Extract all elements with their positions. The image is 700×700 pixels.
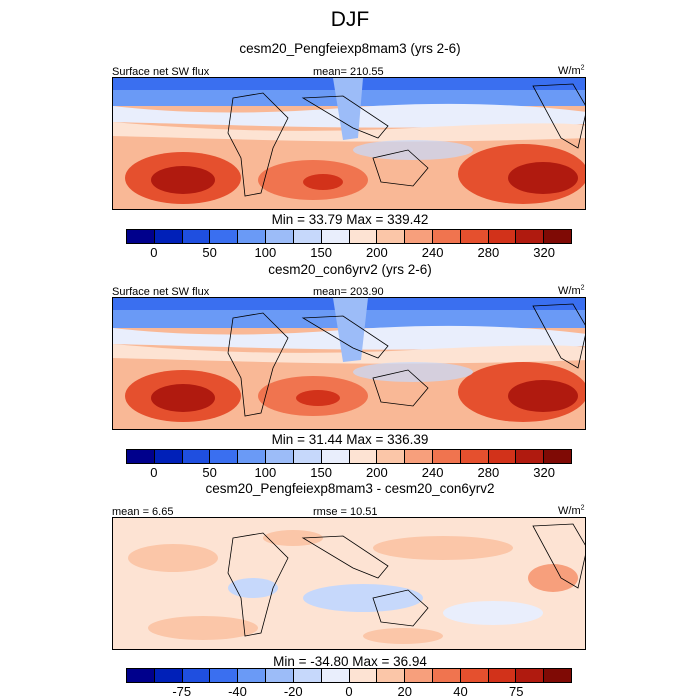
colorbar-tick-label: 0	[150, 245, 158, 260]
colorbar-tick-label: 40	[453, 684, 468, 699]
colorbar-segment	[238, 450, 267, 463]
colorbar-segment	[544, 669, 571, 682]
panel3-minmax: Min = -34.80 Max = 36.94	[273, 654, 427, 669]
panel2-variable-label: Surface net SW flux	[112, 286, 210, 298]
colorbar-segment	[266, 669, 294, 682]
colorbar-segment	[432, 230, 461, 243]
colorbar-segment	[405, 669, 433, 682]
panel2-minmax: Min = 31.44 Max = 336.39	[271, 432, 429, 447]
colorbar-segment	[488, 230, 517, 243]
colorbar-segment	[182, 669, 211, 682]
colorbar-tick-label: 240	[421, 245, 444, 260]
colorbar-segment	[182, 450, 211, 463]
colorbar-segment	[377, 669, 406, 682]
colorbar-tick-label: 240	[421, 465, 444, 480]
colorbar-segment	[488, 669, 517, 682]
colorbar-segment	[544, 450, 571, 463]
panel1-colorbar	[126, 229, 572, 244]
colorbar-tick-label: -75	[172, 684, 192, 699]
colorbar-segment	[321, 669, 350, 682]
colorbar-tick-label: 200	[366, 465, 388, 480]
colorbar-segment	[488, 450, 517, 463]
colorbar-tick-label: 50	[202, 465, 217, 480]
panel1-mean-label: mean= 210.55	[313, 66, 384, 78]
panel2-colorbar-ticks: 0 50 100 150 200 240 280 320	[126, 465, 572, 481]
colorbar-tick-label: 150	[310, 245, 332, 260]
colorbar-tick-label: -20	[283, 684, 303, 699]
colorbar-segment	[127, 230, 155, 243]
colorbar-segment	[349, 230, 378, 243]
colorbar-tick-label: 320	[533, 465, 555, 480]
panel1-map	[112, 77, 586, 210]
colorbar-tick-label: 150	[310, 465, 332, 480]
colorbar-segment	[516, 669, 545, 682]
colorbar-segment	[293, 450, 322, 463]
colorbar-segment	[321, 450, 350, 463]
colorbar-tick-label: 100	[254, 245, 277, 260]
colorbar-tick-label: 200	[366, 245, 388, 260]
colorbar-segment	[210, 669, 239, 682]
colorbar-tick-label: 320	[533, 245, 555, 260]
colorbar-segment	[210, 230, 239, 243]
panel1-variable-label: Surface net SW flux	[112, 66, 210, 78]
panel1-units-label: W/m2	[558, 64, 585, 77]
colorbar-segment	[127, 669, 155, 682]
panel3-mean-label: mean = 6.65	[112, 506, 174, 518]
colorbar-segment	[349, 669, 378, 682]
panel2-mean-label: mean= 203.90	[313, 286, 384, 298]
panel1-colorbar-ticks: 0 50 100 150 200 240 280 320	[126, 245, 572, 261]
colorbar-tick-label: 20	[397, 684, 412, 699]
panel3-title: cesm20_Pengfeiexp8mam3 - cesm20_con6yrv2	[205, 481, 495, 496]
colorbar-segment	[154, 450, 183, 463]
colorbar-segment	[460, 669, 489, 682]
colorbar-tick-label: 0	[345, 684, 353, 699]
colorbar-tick-label: -40	[228, 684, 247, 699]
colorbar-segment	[405, 230, 433, 243]
panel2-colorbar	[126, 449, 572, 464]
colorbar-segment	[321, 230, 350, 243]
colorbar-segment	[154, 230, 183, 243]
colorbar-segment	[460, 450, 489, 463]
colorbar-segment	[182, 230, 211, 243]
panel1-title: cesm20_Pengfeiexp8mam3 (yrs 2-6)	[239, 41, 461, 56]
colorbar-segment	[266, 230, 294, 243]
panel1-minmax: Min = 33.79 Max = 339.42	[271, 212, 429, 227]
panel3-map	[112, 517, 586, 650]
colorbar-segment	[238, 230, 267, 243]
panel3-colorbar	[126, 668, 572, 683]
colorbar-segment	[377, 450, 406, 463]
colorbar-segment	[460, 230, 489, 243]
colorbar-segment	[516, 230, 545, 243]
panel3-rmse-label: rmse = 10.51	[313, 506, 378, 518]
colorbar-segment	[516, 450, 545, 463]
colorbar-segment	[377, 230, 406, 243]
figure-title: DJF	[330, 8, 370, 31]
colorbar-segment	[293, 230, 322, 243]
panel3-units-label: W/m2	[558, 504, 585, 517]
panel2-units-label: W/m2	[558, 284, 585, 297]
colorbar-segment	[544, 230, 571, 243]
colorbar-segment	[238, 669, 267, 682]
colorbar-tick-label: 100	[254, 465, 277, 480]
colorbar-tick-label: 280	[477, 465, 500, 480]
colorbar-segment	[405, 450, 433, 463]
colorbar-segment	[210, 450, 239, 463]
colorbar-segment	[127, 450, 155, 463]
colorbar-tick-label: 0	[150, 465, 158, 480]
colorbar-segment	[432, 669, 461, 682]
panel3-colorbar-ticks: -75 -40 -20 0 20 40 75	[126, 684, 572, 700]
colorbar-tick-label: 75	[509, 684, 524, 699]
colorbar-segment	[266, 450, 294, 463]
panel2-map	[112, 297, 586, 430]
colorbar-segment	[349, 450, 378, 463]
panel2-title: cesm20_con6yrv2 (yrs 2-6)	[268, 262, 432, 277]
colorbar-tick-label: 50	[202, 245, 217, 260]
colorbar-segment	[154, 669, 183, 682]
colorbar-segment	[432, 450, 461, 463]
colorbar-tick-label: 280	[477, 245, 500, 260]
colorbar-segment	[293, 669, 322, 682]
